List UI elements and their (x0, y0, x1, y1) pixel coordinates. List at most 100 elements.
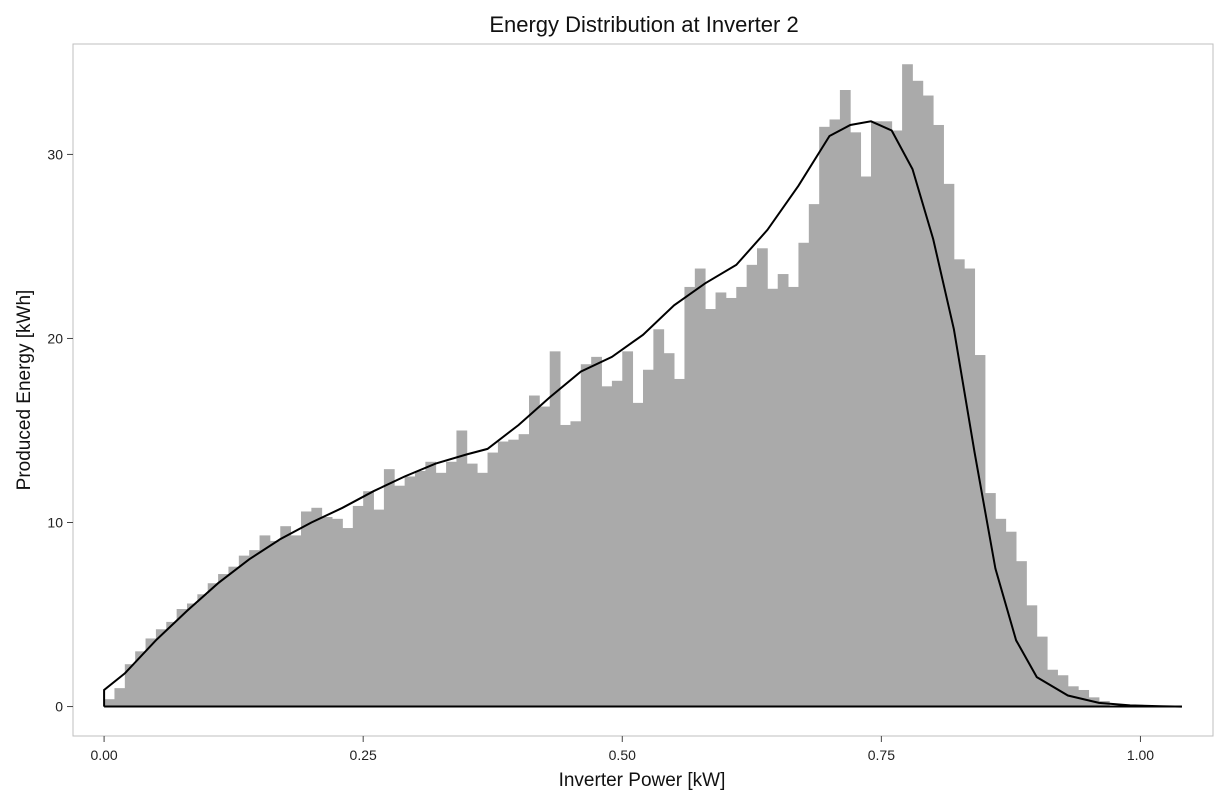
histogram-bar (912, 80, 924, 707)
histogram-bar (394, 485, 406, 707)
histogram-bar (466, 463, 478, 707)
histogram-bar (342, 528, 354, 707)
histogram-bar (933, 124, 944, 707)
histogram-bar (643, 369, 654, 707)
histogram-bar (145, 638, 157, 707)
density-curve (103, 120, 1182, 708)
histogram-bar (653, 329, 665, 707)
y-axis-ticks: 0 10 20 30 (47, 146, 73, 715)
histogram-bar (104, 699, 115, 707)
histogram-bar (373, 509, 385, 707)
histogram-bar (332, 518, 343, 707)
histogram-bar (829, 119, 841, 707)
x-tick-label: 0.25 (350, 747, 377, 763)
histogram-bar (902, 64, 913, 707)
x-tick-label: 0.00 (90, 747, 117, 763)
histogram-bar (570, 421, 582, 707)
histogram-bar (383, 469, 395, 707)
histogram-bar (425, 461, 437, 707)
y-tick-label: 30 (47, 146, 63, 162)
histogram-bar (663, 353, 675, 707)
histogram-bar (404, 476, 416, 707)
y-tick-label: 20 (47, 330, 63, 346)
histogram-bar (757, 248, 768, 707)
x-tick-label: 1.00 (1127, 747, 1154, 763)
plot-frame (72, 43, 1214, 737)
histogram-bar (964, 268, 976, 707)
y-axis-label: Produced Energy [kWh] (14, 290, 35, 491)
histogram-bar (155, 629, 167, 707)
histogram-bar (228, 566, 240, 707)
histogram-bar (435, 472, 447, 707)
histogram-bar (839, 90, 851, 707)
histogram-bar (549, 351, 561, 707)
histogram-bar (290, 535, 302, 707)
histogram-bar (591, 356, 602, 707)
histogram-bar (725, 297, 737, 707)
histogram-bar (114, 688, 126, 707)
histogram-bar (269, 540, 281, 707)
histogram-bar (176, 609, 188, 707)
x-tick-label: 0.50 (609, 747, 636, 763)
histogram-bar (788, 286, 799, 707)
histogram-bar (135, 651, 146, 707)
histogram-bar (497, 441, 509, 707)
histogram-bar (715, 292, 727, 707)
histogram-bar (953, 259, 965, 707)
histogram-bar (280, 526, 292, 707)
histogram-bar (311, 507, 323, 707)
histogram-bar (249, 550, 260, 707)
histogram-bar (632, 402, 644, 707)
histogram-bar (974, 355, 986, 707)
histogram-bar (1057, 675, 1069, 707)
histogram-bar (218, 574, 229, 707)
histogram-bar (601, 386, 613, 707)
histogram-bar (259, 535, 271, 707)
histogram-bar (767, 288, 779, 707)
histogram-bar (580, 364, 592, 707)
histogram-bar (798, 242, 810, 707)
histogram-bar (736, 286, 748, 707)
histogram-bar (684, 286, 696, 707)
y-tick-label: 10 (47, 515, 63, 531)
chart-title: Energy Distribution at Inverter 2 (489, 12, 798, 37)
histogram-bar (321, 516, 333, 707)
histogram-bar (508, 439, 520, 707)
histogram-bar (985, 493, 996, 707)
histogram-bar (301, 511, 312, 707)
histogram-bar (1016, 561, 1027, 707)
histogram-bar (1047, 669, 1058, 707)
histogram-bars (104, 64, 1110, 707)
histogram-bar (187, 603, 198, 707)
histogram-bar (860, 176, 872, 707)
histogram-bar (560, 424, 571, 707)
histogram-bar (518, 434, 530, 707)
histogram-bar (1005, 531, 1017, 707)
histogram-bar (197, 594, 209, 707)
x-axis-ticks: 0.00 0.25 0.50 0.75 1.00 (90, 736, 1154, 763)
histogram-bar (705, 309, 716, 707)
histogram-bar (819, 126, 830, 707)
histogram-bar (539, 406, 551, 707)
histogram-bar (995, 518, 1007, 707)
histogram-bar (477, 472, 488, 707)
histogram-bar (922, 95, 934, 707)
histogram-bar (943, 183, 955, 707)
histogram-bar (124, 664, 136, 707)
histogram-bar (166, 621, 178, 707)
histogram-bar (456, 430, 468, 707)
histogram-bar (446, 461, 457, 707)
histogram-bar (777, 274, 789, 707)
histogram-bar (487, 452, 499, 707)
histogram-bar (746, 264, 758, 707)
histogram-bar (694, 268, 706, 707)
histogram-bar (529, 395, 540, 707)
histogram-bar (850, 132, 862, 707)
histogram-bar (808, 204, 820, 707)
histogram-bar (622, 351, 634, 707)
histogram-bar (415, 470, 426, 707)
histogram-bar (363, 491, 374, 707)
histogram-bar (238, 555, 250, 707)
x-axis-label: Inverter Power [kW] (559, 770, 726, 791)
